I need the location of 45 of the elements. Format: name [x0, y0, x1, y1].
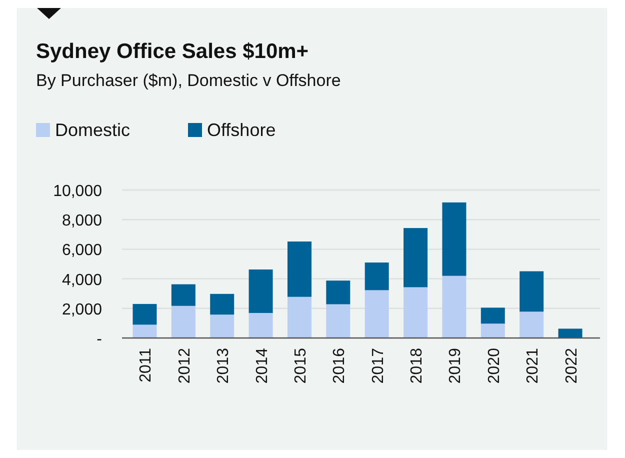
x-tick-label: 2020 — [486, 348, 503, 384]
y-tick-label: - — [96, 331, 102, 348]
y-tick-label: 4,000 — [62, 272, 102, 289]
bar — [520, 271, 544, 312]
x-tick-label: 2021 — [524, 348, 542, 384]
bar — [442, 202, 466, 276]
bar — [171, 306, 196, 338]
bar — [248, 312, 273, 338]
bar — [558, 328, 582, 338]
x-tick-label: 2022 — [563, 348, 580, 384]
bar — [520, 312, 544, 338]
legend-label: Domestic — [55, 120, 130, 140]
x-tick-label: 2014 — [254, 348, 271, 384]
x-tick-label: 2013 — [215, 348, 232, 384]
x-tick-label: 2017 — [370, 348, 387, 384]
bar — [364, 262, 389, 290]
bar — [132, 324, 157, 338]
x-tick-label: 2012 — [176, 348, 194, 384]
bar — [171, 284, 196, 306]
x-tick-label: 2018 — [408, 348, 426, 384]
bar — [287, 296, 312, 338]
bar — [480, 308, 505, 324]
bar — [404, 287, 428, 338]
x-tick-label: 2015 — [292, 348, 310, 384]
bar — [364, 290, 389, 338]
y-tick-label: 2,000 — [62, 301, 102, 318]
x-tick-label: 2011 — [138, 348, 155, 382]
y-tick-label: 8,000 — [62, 212, 102, 230]
bar — [326, 304, 350, 338]
y-tick-label: 10,000 — [53, 183, 102, 200]
bar — [210, 314, 234, 338]
x-tick-label: 2019 — [447, 348, 464, 384]
x-tick-label: 2016 — [331, 348, 348, 384]
legend-label: Offshore — [207, 120, 276, 140]
bar — [210, 294, 234, 315]
bar — [404, 228, 428, 288]
y-tick-label: 6,000 — [62, 242, 102, 260]
chart-title: Sydney Office Sales $10m+ — [36, 40, 309, 63]
bar — [326, 280, 350, 304]
bar — [132, 304, 157, 325]
chart-subtitle: By Purchaser ($m), Domestic v Offshore — [36, 71, 341, 90]
bar — [480, 324, 505, 338]
bar — [248, 269, 273, 313]
bar — [442, 276, 466, 338]
bar — [287, 242, 312, 297]
